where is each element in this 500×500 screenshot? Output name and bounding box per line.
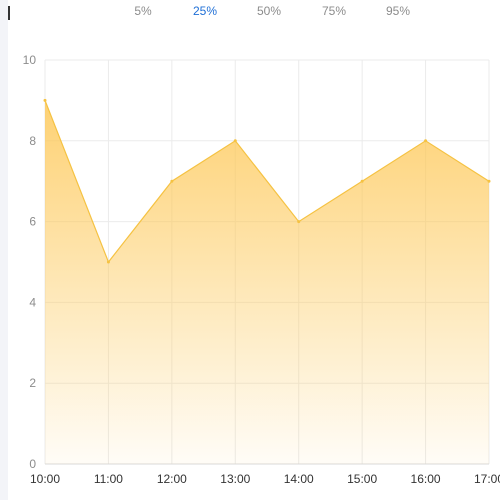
tab-75-percent[interactable]: 75% bbox=[321, 4, 347, 18]
y-tick-label: 4 bbox=[29, 295, 36, 309]
left-rail bbox=[0, 0, 8, 500]
y-tick-label: 2 bbox=[29, 376, 36, 390]
y-tick-label: 8 bbox=[29, 134, 36, 148]
tick-labels: 0 2 4 6 8 10 10:00 11:00 12:00 13:00 14:00 15:00 16:… bbox=[23, 53, 500, 486]
x-tick-label: 10:00 bbox=[30, 472, 60, 486]
data-point bbox=[170, 179, 174, 183]
tab-25-percent[interactable]: 25% bbox=[192, 4, 218, 18]
data-point bbox=[360, 179, 364, 183]
data-point bbox=[424, 139, 428, 143]
x-tick-label: 16:00 bbox=[411, 472, 441, 486]
tab-95-percent[interactable]: 95% bbox=[385, 4, 411, 18]
percentile-tabs: 5% 25% 50% 75% 95% bbox=[0, 4, 500, 20]
x-tick-label: 14:00 bbox=[284, 472, 314, 486]
tab-50-percent[interactable]: 50% bbox=[256, 4, 282, 18]
data-point bbox=[43, 98, 47, 102]
series-area bbox=[45, 100, 489, 465]
data-point bbox=[297, 220, 301, 224]
x-tick-label: 15:00 bbox=[347, 472, 377, 486]
x-tick-label: 12:00 bbox=[157, 472, 187, 486]
series bbox=[43, 98, 491, 465]
x-tick-label: 17:00 bbox=[474, 472, 500, 486]
data-point bbox=[233, 139, 237, 143]
cursor-mark bbox=[8, 6, 10, 20]
x-tick-label: 11:00 bbox=[94, 472, 123, 486]
data-point bbox=[487, 179, 491, 183]
y-tick-label: 0 bbox=[29, 457, 36, 471]
data-point bbox=[106, 260, 110, 264]
y-tick-label: 10 bbox=[23, 53, 37, 67]
series-line bbox=[44, 100, 490, 264]
tab-5-percent[interactable]: 5% bbox=[134, 4, 152, 18]
y-tick-label: 6 bbox=[29, 215, 36, 229]
x-tick-label: 13:00 bbox=[220, 472, 250, 486]
